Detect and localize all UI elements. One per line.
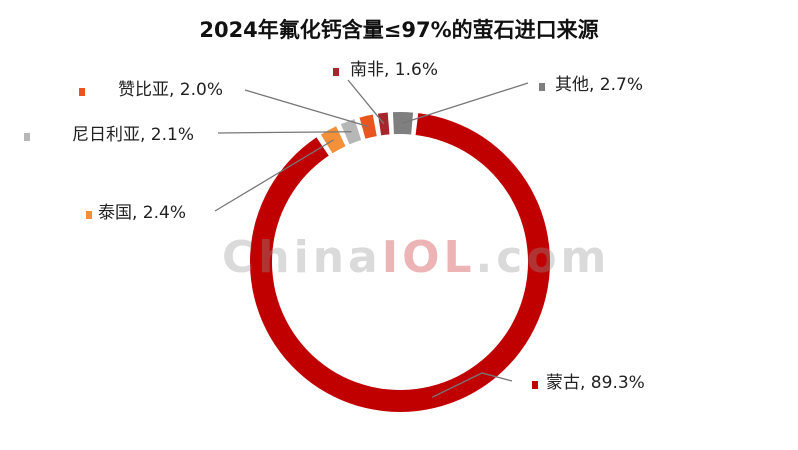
legend-marker-2 [86,211,92,219]
leader-line-2 [214,139,334,212]
chart-title: 2024年氟化钙含量≤97%的萤石进口来源 [199,18,599,42]
data-label-3: 尼日利亚, 2.1% [72,125,194,145]
legend-marker-3 [24,133,30,141]
leader-line-4 [244,89,369,128]
leader-line-6 [402,82,529,124]
legend-marker-5 [333,68,339,76]
data-label-2: 泰国, 2.4% [98,203,186,223]
leader-line-5 [347,79,385,125]
leader-lines [214,79,529,398]
data-label-4: 赞比亚, 2.0% [118,80,223,100]
legend-marker-4 [79,88,85,96]
legend-labels: 蒙古, 89.3% 泰国, 2.4% 尼日利亚, 2.1% 赞比亚, 2.0% 南非, … [24,60,645,393]
data-label-1: 蒙古, 89.3% [546,373,645,393]
leader-line-1 [431,372,513,398]
watermark-logo: ChinaIOL.com [222,232,611,283]
legend-marker-6 [539,83,545,91]
leader-line-3 [217,131,352,134]
legend-marker-1 [532,381,538,389]
data-label-5: 南非, 1.6% [350,60,438,80]
data-label-6: 其他, 2.7% [555,75,643,95]
